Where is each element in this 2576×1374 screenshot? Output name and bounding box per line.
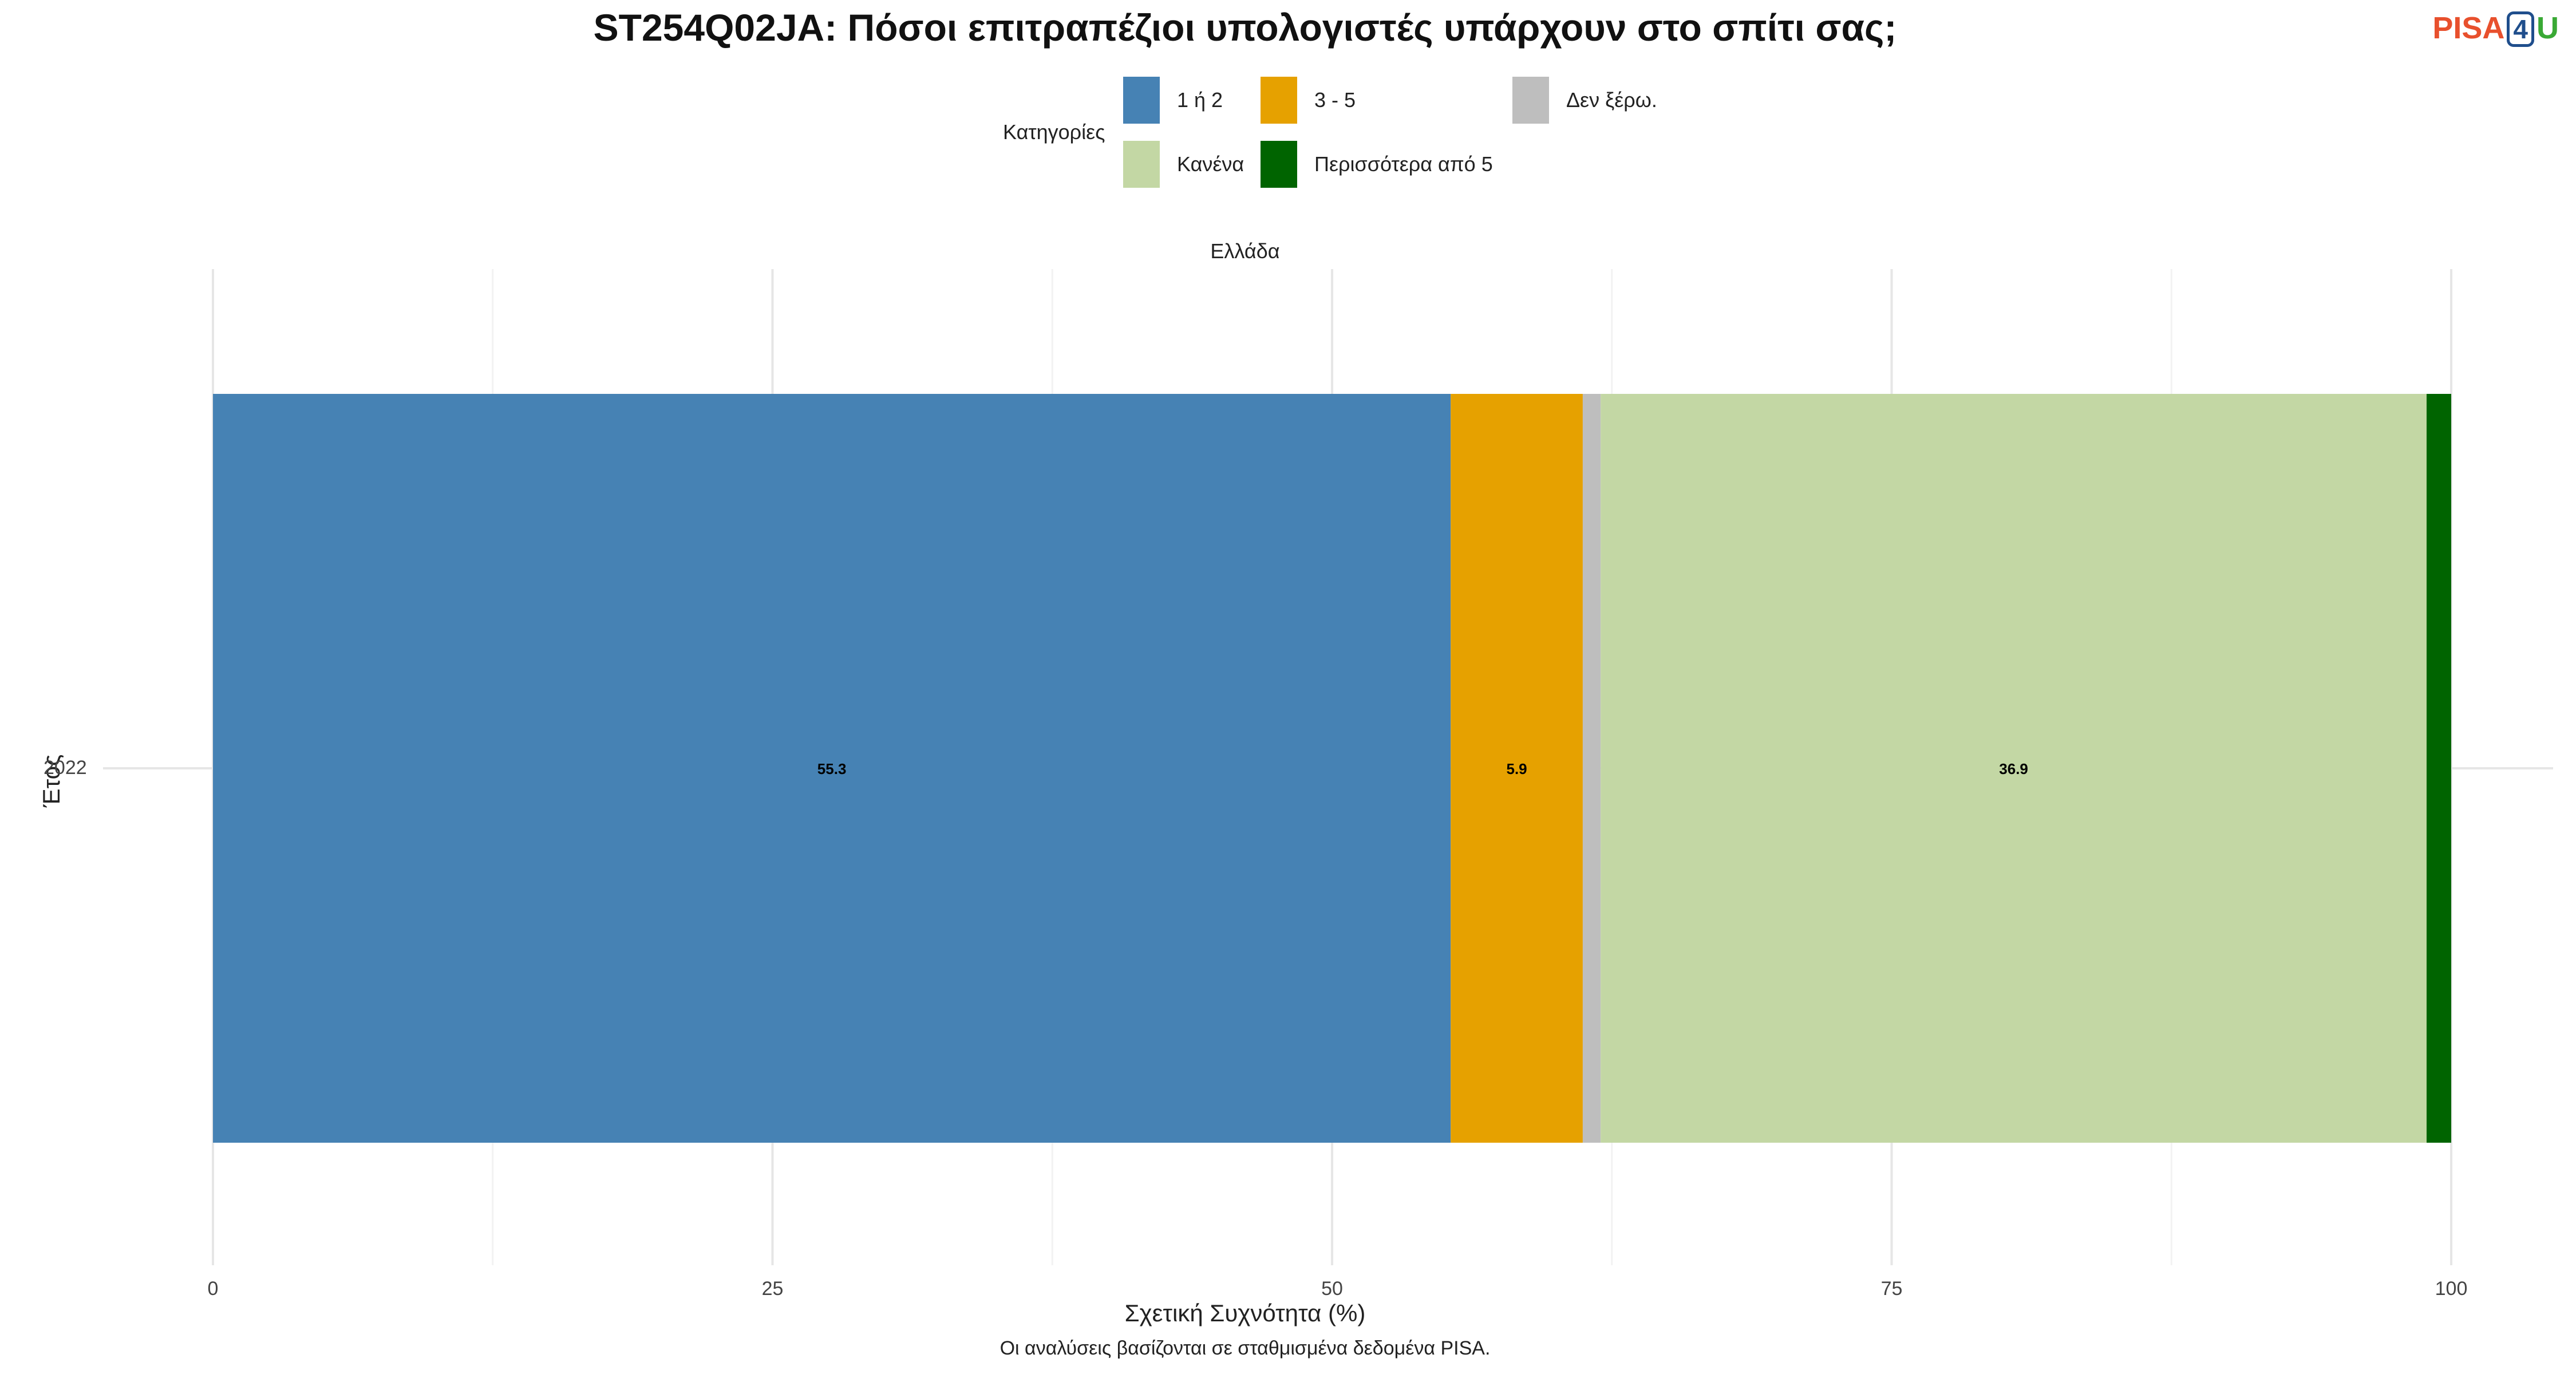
legend-item-3-5: 3 - 5 <box>1261 77 1356 124</box>
legend-label: Περισσότερα από 5 <box>1314 152 1493 176</box>
x-tick-label: 75 <box>1881 1278 1903 1300</box>
legend-swatch <box>1261 77 1297 124</box>
x-axis-label: Σχετική Συχνότητα (%) <box>1124 1300 1366 1326</box>
logo-u-text: U <box>2537 11 2559 45</box>
legend-swatch <box>1261 141 1297 188</box>
bar-value-label: 36.9 <box>1999 760 2028 777</box>
bar-segment-5 <box>2426 394 2451 1143</box>
legend-swatch <box>1123 77 1160 124</box>
legend-item-more-than-5: Περισσότερα από 5 <box>1261 141 1493 188</box>
legend-item-1-2: 1 ή 2 <box>1123 77 1223 124</box>
bar-value-label: 5.9 <box>1506 760 1527 777</box>
bar-segment-4 <box>1601 394 2427 1143</box>
legend-label: Κανένα <box>1177 152 1244 176</box>
logo-pisa-text: PISA <box>2432 11 2505 45</box>
logo-four-text: 4 <box>2507 11 2534 47</box>
bar-segment-1 <box>213 394 1451 1143</box>
bar-segment-2 <box>1451 394 1583 1143</box>
legend-title: Κατηγορίες <box>1003 120 1105 144</box>
legend-swatch <box>1512 77 1549 124</box>
legend-item-dont-know: Δεν ξέρω. <box>1512 77 1657 124</box>
x-tick-label: 0 <box>208 1278 219 1300</box>
bar-segment-3 <box>1582 394 1601 1143</box>
legend-swatch <box>1123 141 1160 188</box>
x-tick-label: 100 <box>2435 1278 2468 1300</box>
caption: Οι αναλύσεις βασίζονται σε σταθμισμένα δ… <box>999 1337 1491 1359</box>
legend-label: Δεν ξέρω. <box>1566 88 1657 112</box>
legend-item-none: Κανένα <box>1123 141 1244 188</box>
legend-label: 1 ή 2 <box>1177 88 1223 112</box>
y-tick-label: 2022 <box>44 757 87 779</box>
bar-value-label: 55.3 <box>817 760 847 777</box>
legend-label: 3 - 5 <box>1314 88 1356 112</box>
x-tick-label: 50 <box>1321 1278 1343 1300</box>
facet-label: Ελλάδα <box>1210 239 1280 263</box>
chart-title: ST254Q02JA: Πόσοι επιτραπέζιοι υπολογιστ… <box>593 6 1897 49</box>
x-tick-label: 25 <box>762 1278 784 1300</box>
pisa4u-logo: PISA 4 U <box>2432 10 2559 47</box>
